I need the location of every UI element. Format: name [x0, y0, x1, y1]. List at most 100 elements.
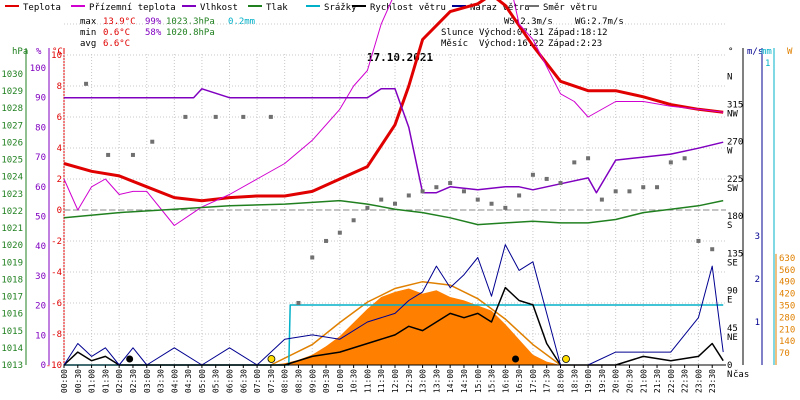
tick-label-percent: 40 — [35, 242, 46, 252]
stats-label: min — [80, 28, 96, 38]
tick-label-solar: 560 — [779, 266, 795, 276]
wind-direction-point — [393, 201, 397, 206]
tick-label-solar: 70 — [779, 349, 790, 359]
x-tick-label: 07:30 — [267, 369, 276, 393]
tick-label-celsius: 2 — [57, 175, 62, 185]
x-tick-label: 12:30 — [405, 369, 414, 393]
tick-label-percent: 60 — [35, 183, 46, 193]
wind-direction-point — [641, 185, 646, 190]
x-tick-label: 06:30 — [239, 369, 248, 393]
tick-label-percent: 0 — [41, 361, 46, 371]
x-tick-label: 08:30 — [294, 369, 303, 393]
series-line — [63, 199, 724, 226]
wind-sun-block: WS:2.3m/s WG:2.7m/s Slunce Východ:07:31 Zápa… — [441, 17, 624, 49]
stats-temp: 0.6°C — [103, 28, 130, 38]
tick-label-wind: 1 — [755, 318, 760, 328]
tick-label-compass: N — [727, 72, 732, 82]
plot-area: hPa1030102910281027102610251024102310221… — [1, 0, 795, 393]
tick-label-solar: 490 — [779, 278, 795, 288]
wind-direction-point — [351, 218, 356, 223]
x-tick-label: 02:30 — [129, 369, 138, 393]
x-tick-label: 08:00 — [281, 369, 290, 393]
x-tick-label: 11:00 — [363, 369, 372, 393]
x-tick-label: 22:00 — [667, 369, 676, 393]
sunrise-text: Východ:07:31 — [479, 28, 544, 38]
moonrise-text: Východ:16:22 — [479, 39, 544, 49]
tick-label-hpa: 1018 — [1, 275, 23, 285]
tick-label-direction: 45 — [727, 324, 738, 334]
wind-direction-point — [558, 181, 563, 186]
wind-direction-point — [379, 197, 384, 202]
wind-direction-point — [130, 152, 135, 157]
tick-label-compass: E — [727, 296, 732, 306]
x-tick-label: 21:30 — [653, 369, 662, 393]
legend-label: Tlak — [266, 3, 288, 13]
tick-label-hpa: 1020 — [1, 241, 23, 251]
tick-label-direction: 225 — [727, 175, 743, 185]
axis-unit-celsius: °C — [52, 47, 63, 57]
wind-direction-point — [710, 247, 715, 252]
wind-direction-point — [106, 152, 111, 157]
solar-max-curve — [270, 280, 561, 366]
tick-label-hpa: 1025 — [1, 156, 23, 166]
tick-label-direction: 0 — [727, 361, 732, 371]
tick-label-celsius: 4 — [57, 144, 62, 154]
x-tick-label: 04:30 — [184, 369, 193, 393]
wind-direction-point — [268, 114, 273, 119]
tick-label-celsius: -4 — [51, 268, 62, 278]
stats-humidity: 58% — [145, 28, 162, 38]
tick-label-hpa: 1013 — [1, 361, 23, 371]
wind-direction-point — [655, 185, 660, 190]
x-tick-label: 05:30 — [212, 369, 221, 393]
x-tick-label: 23:00 — [694, 369, 703, 393]
tick-label-percent: 10 — [35, 331, 46, 341]
wind-direction-point — [448, 181, 453, 186]
x-tick-label: 18:30 — [570, 369, 579, 393]
axis-unit-direction: ° — [728, 47, 733, 57]
tick-label-celsius: -6 — [51, 299, 62, 309]
tick-label-celsius: 6 — [57, 113, 62, 123]
tick-label-hpa: 1027 — [1, 121, 23, 131]
wind-direction-point — [337, 230, 342, 235]
stats-label: max — [80, 17, 97, 27]
wind-direction-point — [84, 81, 89, 86]
tick-label-hpa: 1019 — [1, 258, 23, 268]
tick-label-hpa: 1030 — [1, 70, 23, 80]
x-tick-label: 21:00 — [639, 369, 648, 393]
wind-direction-point — [213, 114, 218, 119]
wind-direction-point — [183, 114, 188, 119]
x-tick-label: 01:30 — [101, 369, 110, 393]
tick-label-hpa: 1014 — [1, 344, 23, 354]
legend-label: Teplota — [23, 3, 61, 13]
wind-direction-point — [241, 114, 246, 119]
sunrise-icon — [267, 355, 276, 363]
x-tick-label: 17:00 — [529, 369, 538, 393]
tick-label-hpa: 1023 — [1, 190, 23, 200]
tick-label-celsius: -2 — [51, 237, 62, 247]
stats-rain: 0.2mm — [228, 17, 255, 27]
tick-label-percent: 20 — [35, 302, 46, 312]
x-tick-label: 14:30 — [460, 369, 469, 393]
x-tick-label: 09:30 — [322, 369, 331, 393]
x-tick-label: 10:30 — [350, 369, 359, 393]
x-tick-label: 04:00 — [170, 369, 179, 393]
x-tick-label: 15:30 — [488, 369, 497, 393]
series-line — [63, 244, 724, 366]
wind-direction-point — [668, 160, 673, 165]
tick-label-hpa: 1022 — [1, 207, 23, 217]
stats-pressure: 1020.8hPa — [166, 28, 215, 38]
x-tick-label: 19:00 — [584, 369, 593, 393]
axis-unit-wind: m/s — [747, 47, 763, 57]
tick-label-hpa: 1015 — [1, 327, 23, 337]
tick-label-direction: 315 — [727, 100, 743, 110]
tick-label-direction: 135 — [727, 249, 743, 259]
x-tick-label: 12:00 — [391, 369, 400, 393]
moonset-text: Západ:2:23 — [548, 39, 602, 49]
x-tick-label: 02:00 — [115, 369, 124, 393]
wind-direction-point — [613, 189, 618, 194]
tick-label-compass: NE — [727, 333, 738, 343]
x-tick-label: 19:30 — [598, 369, 607, 393]
wind-direction-point — [544, 176, 549, 181]
tick-label-hpa: 1017 — [1, 293, 23, 303]
